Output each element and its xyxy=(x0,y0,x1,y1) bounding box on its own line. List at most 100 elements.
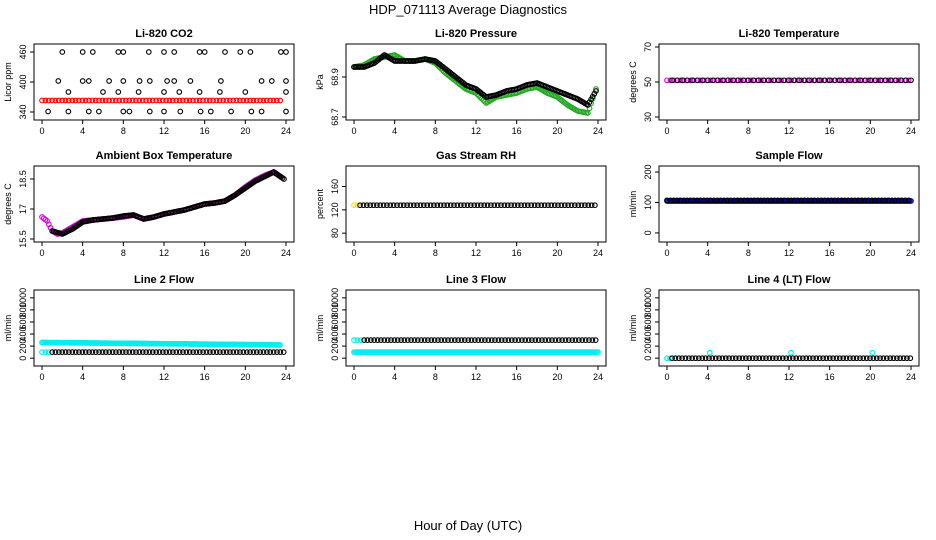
data-point xyxy=(488,337,495,343)
data-point xyxy=(207,349,213,355)
data-point xyxy=(76,97,82,104)
data-point xyxy=(173,349,180,355)
data-point xyxy=(756,355,763,362)
data-point xyxy=(525,337,532,343)
data-point xyxy=(223,349,230,355)
data-point xyxy=(694,197,701,204)
data-point xyxy=(163,97,169,104)
data-point xyxy=(838,197,845,204)
data-point xyxy=(56,349,62,355)
x-tick-label: 0 xyxy=(351,372,356,382)
y-tick-label: 800 xyxy=(643,302,653,317)
data-point xyxy=(588,96,594,103)
data-point xyxy=(736,355,743,362)
data-point xyxy=(726,355,732,362)
data-point xyxy=(203,349,210,355)
data-point xyxy=(139,97,146,104)
data-point xyxy=(435,337,441,343)
data-point xyxy=(895,77,902,84)
x-tick-label: 16 xyxy=(512,126,522,136)
data-point xyxy=(66,349,72,355)
data-point xyxy=(180,349,186,355)
data-point xyxy=(872,197,878,204)
data-point xyxy=(425,337,431,343)
data-point xyxy=(535,337,542,343)
data-point xyxy=(841,197,848,204)
data-point xyxy=(106,349,113,355)
data-point xyxy=(136,349,143,355)
data-point xyxy=(858,197,865,204)
series-co2 xyxy=(39,97,284,104)
data-point xyxy=(515,337,522,343)
chart-panel: Line 4 (LT) Flow ml/min 0 4 8 12 16 20 24 0 200400… xyxy=(628,274,920,382)
data-point xyxy=(498,337,505,343)
data-point xyxy=(166,97,173,104)
data-point xyxy=(217,349,223,355)
data-point xyxy=(69,349,76,355)
data-point xyxy=(670,197,677,204)
data-point xyxy=(414,202,420,209)
data-point xyxy=(727,77,734,84)
x-tick-label: 20 xyxy=(552,248,562,258)
data-point xyxy=(79,349,86,355)
data-point xyxy=(248,108,255,115)
data-point xyxy=(428,337,435,343)
data-point xyxy=(49,97,55,104)
data-point xyxy=(521,202,528,209)
data-point xyxy=(45,349,52,355)
data-point xyxy=(810,355,816,362)
data-point xyxy=(166,349,173,355)
data-point xyxy=(478,202,484,209)
data-point xyxy=(591,90,598,97)
x-tick-label: 12 xyxy=(159,248,169,258)
data-point xyxy=(367,202,374,209)
x-tick-label: 16 xyxy=(512,372,522,382)
data-point xyxy=(737,77,744,84)
y-axis-label: ml/min xyxy=(315,315,325,342)
data-point xyxy=(826,355,833,362)
data-point xyxy=(894,355,900,362)
y-axis-label: ml/min xyxy=(3,315,13,342)
data-point xyxy=(45,108,51,115)
data-point xyxy=(761,197,768,204)
data-point xyxy=(451,202,457,209)
y-tick-label: 68.7 xyxy=(330,108,340,126)
data-point xyxy=(200,97,206,104)
data-point xyxy=(731,197,737,204)
data-point xyxy=(737,197,744,204)
data-point xyxy=(201,49,208,55)
series-l2-cyan-low xyxy=(39,349,55,355)
data-point xyxy=(106,97,112,104)
x-tick-label: 0 xyxy=(39,372,44,382)
data-point xyxy=(504,202,511,209)
data-point xyxy=(99,349,106,355)
data-point xyxy=(461,202,467,209)
data-point xyxy=(816,355,823,362)
x-tick-label: 24 xyxy=(281,248,291,258)
data-point xyxy=(257,349,264,355)
data-point xyxy=(667,197,674,204)
data-point xyxy=(576,337,582,343)
data-point xyxy=(196,49,203,55)
data-point xyxy=(374,337,381,343)
data-point xyxy=(146,97,153,104)
data-point xyxy=(454,202,461,209)
x-tick-label: 20 xyxy=(240,126,250,136)
data-point xyxy=(791,197,798,204)
data-point xyxy=(360,202,367,209)
x-tick-label: 16 xyxy=(825,248,835,258)
data-point xyxy=(228,108,234,115)
data-points xyxy=(351,202,598,209)
x-tick-label: 8 xyxy=(746,372,751,382)
data-point xyxy=(92,97,99,104)
data-point xyxy=(100,89,106,95)
y-axis-label: ml/min xyxy=(628,315,638,342)
data-point xyxy=(682,355,689,362)
data-point xyxy=(680,197,687,204)
data-point xyxy=(485,337,492,343)
data-point xyxy=(267,97,273,104)
data-point xyxy=(210,349,217,355)
data-point xyxy=(584,110,591,116)
data-point xyxy=(904,355,910,362)
data-point xyxy=(273,97,280,104)
